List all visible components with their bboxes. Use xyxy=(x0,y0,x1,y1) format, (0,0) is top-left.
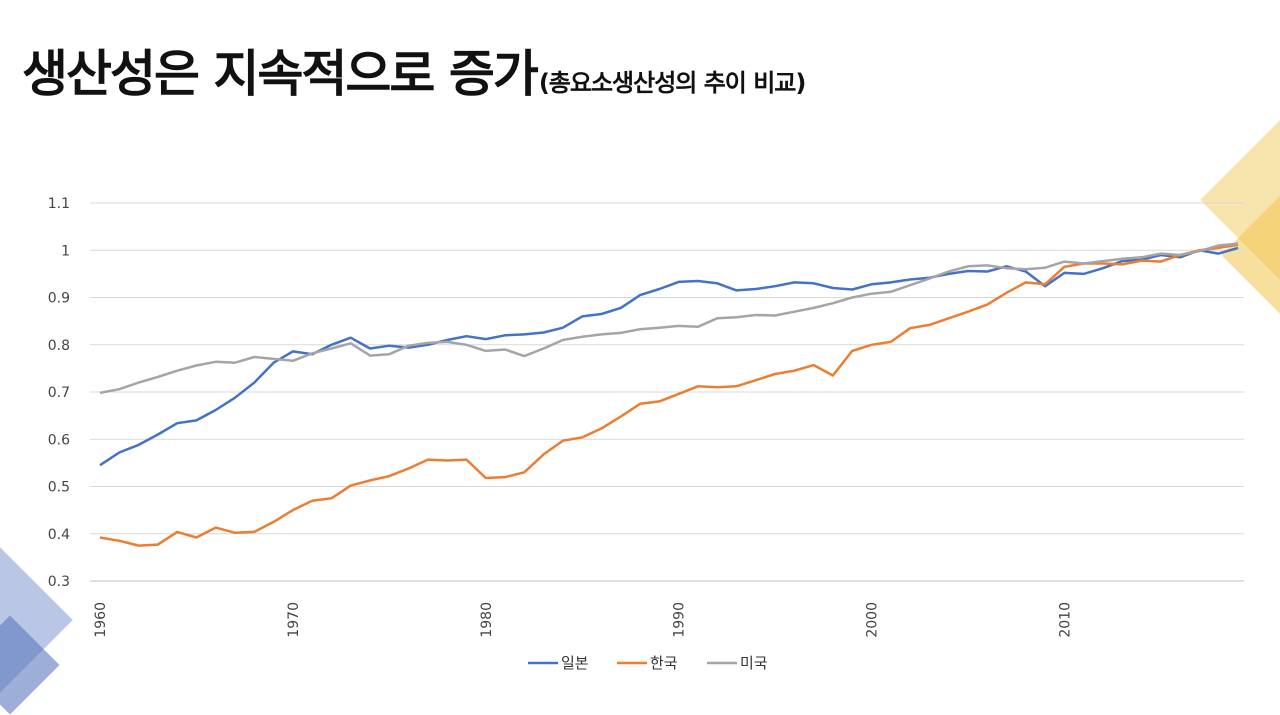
y-tick-label: 1 xyxy=(61,243,70,259)
title-subtitle: (총요소생산성의 추이 비교) xyxy=(538,69,807,97)
y-tick-label: 0.4 xyxy=(48,527,70,543)
legend-label: 한국 xyxy=(650,654,678,672)
y-tick-label: 0.6 xyxy=(48,432,70,448)
y-tick-label: 0.8 xyxy=(48,338,70,354)
x-tick-label: 1960 xyxy=(93,602,109,638)
page-title: 생산성은 지속적으로 증가(총요소생산성의 추이 비교) xyxy=(22,34,807,106)
legend-label: 일본 xyxy=(561,654,589,672)
series-line xyxy=(99,246,1239,467)
x-tick-label: 1980 xyxy=(479,602,495,638)
y-tick-label: 1.1 xyxy=(48,196,70,212)
x-tick-label: 1990 xyxy=(672,602,688,638)
x-tick-label: 2000 xyxy=(865,602,881,638)
line-chart: 0.3 0.4 0.5 0.6 0.7 0.8 0.9 1 1.1 1960 1970 1980 199… xyxy=(48,196,1244,672)
y-tick-label: 0.3 xyxy=(48,574,70,590)
y-tick-label: 0.5 xyxy=(48,480,70,496)
y-tick-label: 0.9 xyxy=(48,291,70,307)
y-tick-label: 0.7 xyxy=(48,385,70,401)
title-main: 생산성은 지속적으로 증가 xyxy=(22,45,539,103)
x-tick-label: 2010 xyxy=(1057,602,1073,638)
x-tick-label: 1970 xyxy=(286,602,302,638)
legend-label: 미국 xyxy=(740,654,768,672)
series-line xyxy=(99,243,1239,547)
series-line xyxy=(99,242,1239,395)
